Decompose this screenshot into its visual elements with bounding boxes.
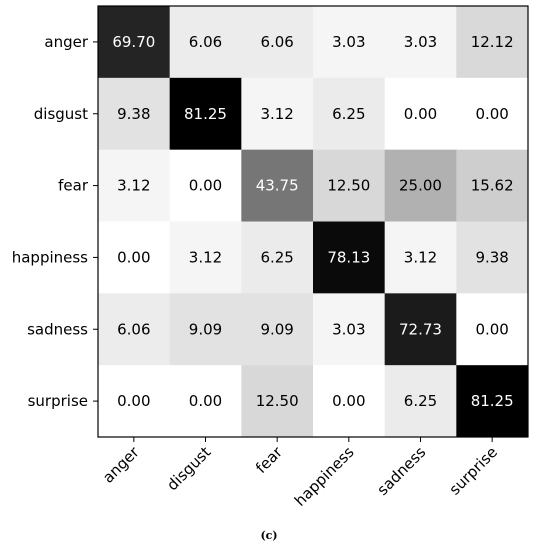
- heatmap-cell: [241, 221, 314, 294]
- plot-frame: [97, 5, 529, 438]
- heatmap-cell: [384, 77, 457, 151]
- heatmap-cell: [169, 293, 242, 366]
- cell-value-label: 3.03: [332, 33, 365, 51]
- cell-value-label: 0.00: [332, 392, 365, 410]
- cell-value-label: 9.09: [189, 320, 222, 338]
- cell-value-label: 81.25: [184, 105, 227, 123]
- cell-value-label: 3.12: [404, 248, 437, 266]
- cell-value-label: 12.50: [256, 392, 299, 410]
- cell-value-label: 9.09: [260, 320, 293, 338]
- heatmap-cell: [169, 365, 242, 438]
- heatmap-cell: [169, 221, 242, 294]
- cell-value-label: 81.25: [471, 392, 514, 410]
- cell-value-label: 6.25: [260, 248, 293, 266]
- cell-value-label: 3.12: [260, 105, 293, 123]
- heatmap-cell: [241, 293, 314, 366]
- cell-value-label: 25.00: [399, 177, 442, 195]
- heatmap-cell: [456, 293, 529, 366]
- cell-value-label: 12.12: [471, 33, 514, 51]
- heatmap-cell: [98, 221, 171, 294]
- cell-value-label: 0.00: [189, 177, 222, 195]
- cell-value-label: 72.73: [399, 320, 442, 338]
- x-tick-label: anger: [99, 443, 143, 487]
- x-tick-label: sadness: [374, 443, 430, 499]
- x-tick-labels: anger disgust fear happiness sadness surprise: [99, 443, 501, 510]
- heatmap-cell: [456, 221, 529, 294]
- cell-value-label: 6.25: [332, 105, 365, 123]
- y-tick-label: happiness: [12, 248, 88, 266]
- heatmap-cell: [241, 77, 314, 151]
- y-tick-label: fear: [58, 177, 89, 195]
- heatmap-cell: [384, 293, 457, 366]
- heatmap-cell: [313, 293, 386, 366]
- y-tick-label: sadness: [27, 320, 88, 338]
- x-tick-label: fear: [252, 443, 286, 477]
- axis-ticks: [93, 41, 493, 442]
- cell-value-label: 0.00: [117, 392, 150, 410]
- cell-value-label: 9.38: [117, 105, 150, 123]
- cell-value-label: 0.00: [117, 248, 150, 266]
- cell-value-label: 3.12: [117, 177, 150, 195]
- heatmap-cell: [98, 6, 171, 79]
- heatmap-cell: [384, 365, 457, 438]
- cell-value-label: 0.00: [475, 105, 508, 123]
- y-tick-labels: anger disgust fear happiness sadness surprise: [12, 33, 89, 410]
- heatmap-cell: [98, 77, 171, 151]
- cell-value-label: 15.62: [471, 177, 514, 195]
- heatmap-cell: [241, 6, 314, 79]
- heatmap-cell: [456, 6, 529, 79]
- heatmap-cell: [169, 6, 242, 79]
- cell-value-label: 6.06: [117, 320, 150, 338]
- heatmap-cell: [313, 149, 386, 222]
- cell-value-label: 3.12: [189, 248, 222, 266]
- heatmap-cell: [384, 149, 457, 222]
- cell-value-label: 6.06: [189, 33, 222, 51]
- y-tick-label: surprise: [28, 392, 88, 410]
- heatmap-cell: [313, 221, 386, 294]
- cell-value-label: 43.75: [256, 177, 299, 195]
- heatmap-cell: [456, 77, 529, 151]
- cell-value-label: 6.25: [404, 392, 437, 410]
- cell-value-label: 78.13: [327, 248, 370, 266]
- cell-value-label: 0.00: [404, 105, 437, 123]
- x-tick-label: disgust: [163, 443, 214, 494]
- heatmap-cell: [241, 149, 314, 222]
- cell-value-label: 69.70: [112, 33, 155, 51]
- heatmap-cell: [313, 365, 386, 438]
- heatmap-cell: [169, 77, 242, 151]
- cell-value-label: 9.38: [475, 248, 508, 266]
- x-tick-label: surprise: [446, 443, 501, 498]
- y-tick-label: disgust: [34, 105, 88, 123]
- cell-value-label: 6.06: [260, 33, 293, 51]
- heatmap-cell: [384, 221, 457, 294]
- cell-value-label: 3.03: [332, 320, 365, 338]
- heatmap-cell: [456, 365, 529, 438]
- y-tick-label: anger: [44, 33, 88, 51]
- cell-value-label: 12.50: [327, 177, 370, 195]
- heatmap-cell: [98, 293, 171, 366]
- figure-caption: (c): [260, 529, 277, 542]
- heatmap-cell: [313, 6, 386, 79]
- heatmap-cell: [241, 365, 314, 438]
- cell-value-label: 0.00: [475, 320, 508, 338]
- heatmap-cell: [456, 149, 529, 222]
- heatmap-cell: [98, 365, 171, 438]
- heatmap-cells: 69.70 6.06 6.06 3.03 3.03 12.12 9.38 81.25 3.12 6…: [98, 6, 529, 438]
- heatmap-cell: [384, 6, 457, 79]
- heatmap-cell: [98, 149, 171, 222]
- heatmap-cell: [313, 77, 386, 151]
- cell-value-label: 0.00: [189, 392, 222, 410]
- heatmap-cell: [169, 149, 242, 222]
- cell-value-label: 3.03: [404, 33, 437, 51]
- x-tick-label: happiness: [291, 443, 358, 510]
